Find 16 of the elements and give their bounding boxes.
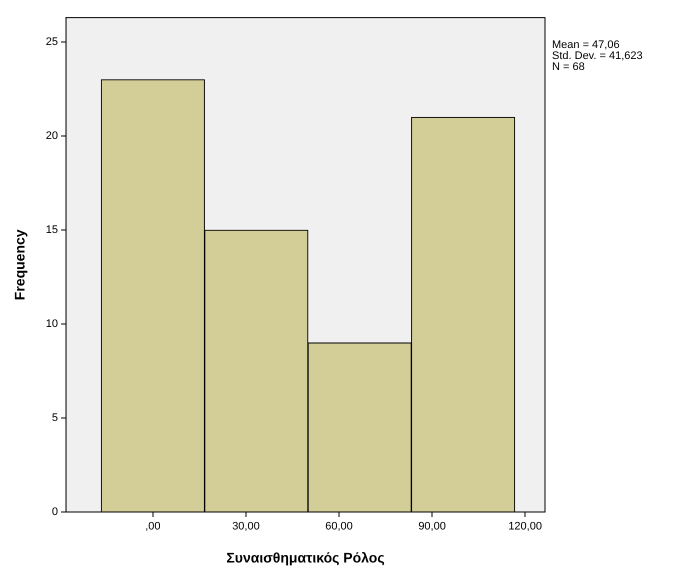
x-tick-label: 60,00 — [325, 520, 353, 533]
y-tick-label: 10 — [46, 318, 58, 330]
y-tick-label: 25 — [46, 36, 58, 48]
y-tick-label: 5 — [52, 412, 58, 424]
y-tick-label: 15 — [46, 224, 58, 236]
x-tick-label: 120,00 — [508, 520, 542, 533]
x-axis-title: Συναισθηματικός Ρόλος — [226, 549, 385, 566]
text: Mean = 47,06 — [552, 39, 620, 52]
text: Std. Dev. = 41,623 — [552, 50, 643, 62]
text: N = 68 — [552, 61, 585, 74]
x-tick-label: 30,00 — [232, 520, 260, 533]
y-tick-label: 0 — [52, 506, 58, 518]
y-tick-label: 20 — [46, 130, 58, 142]
y-axis-title: Frequency — [11, 229, 28, 300]
x-tick-label: ,00 — [145, 520, 161, 533]
x-tick-label: 90,00 — [418, 520, 446, 533]
